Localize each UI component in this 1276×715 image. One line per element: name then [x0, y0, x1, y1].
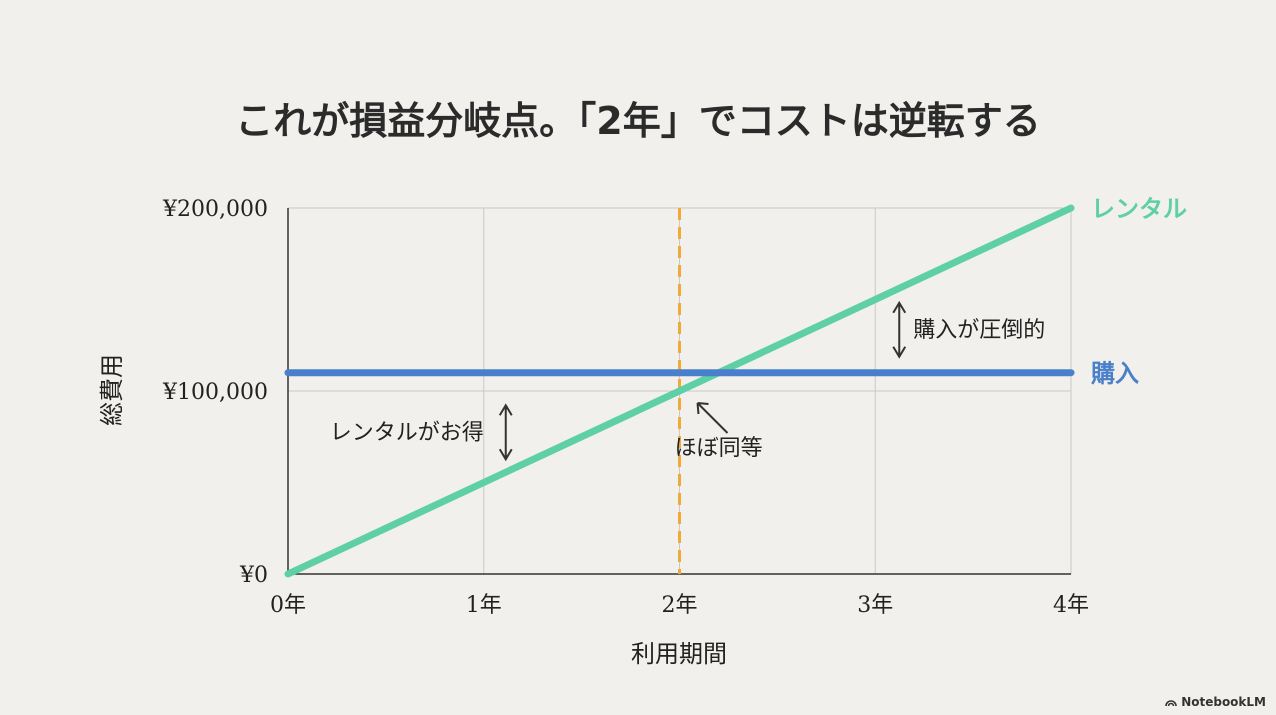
annotation-roughly-equal: ほぼ同等: [675, 436, 763, 461]
double-arrow-icon: [892, 300, 907, 359]
brand-badge: NotebookLM: [1165, 695, 1266, 709]
y-ticks: ¥0 ¥100,000 ¥200,000: [162, 197, 268, 588]
pointer-arrow-icon: [696, 402, 729, 434]
x-tick-label: 2年: [662, 593, 698, 618]
series-label-1: 購入: [1091, 360, 1139, 388]
notebooklm-logo-icon: [1165, 700, 1177, 707]
series-label-0: レンタル: [1091, 195, 1187, 223]
x-ticks: 0年 1年 2年 3年 4年: [270, 593, 1089, 618]
annotation-rental-advantage: レンタルがお得: [330, 420, 484, 445]
y-tick-label: ¥0: [239, 563, 268, 588]
x-tick-label: 4年: [1053, 593, 1089, 618]
x-axis-label: 利用期間: [631, 640, 727, 668]
brand-name: NotebookLM: [1181, 695, 1266, 709]
y-tick-label: ¥100,000: [162, 380, 268, 405]
y-tick-label: ¥200,000: [162, 197, 268, 222]
double-arrow-icon: [498, 403, 513, 462]
x-tick-label: 1年: [466, 593, 502, 618]
x-tick-label: 3年: [857, 593, 893, 618]
y-axis-label: 総費用: [98, 354, 126, 426]
annotation-purchase-advantage: 購入が圧倒的: [913, 318, 1045, 343]
series-line-0: [284, 204, 1075, 578]
chart-title: これが損益分岐点。「2年」でコストは逆転する: [235, 99, 1040, 143]
x-tick-label: 0年: [270, 593, 306, 618]
